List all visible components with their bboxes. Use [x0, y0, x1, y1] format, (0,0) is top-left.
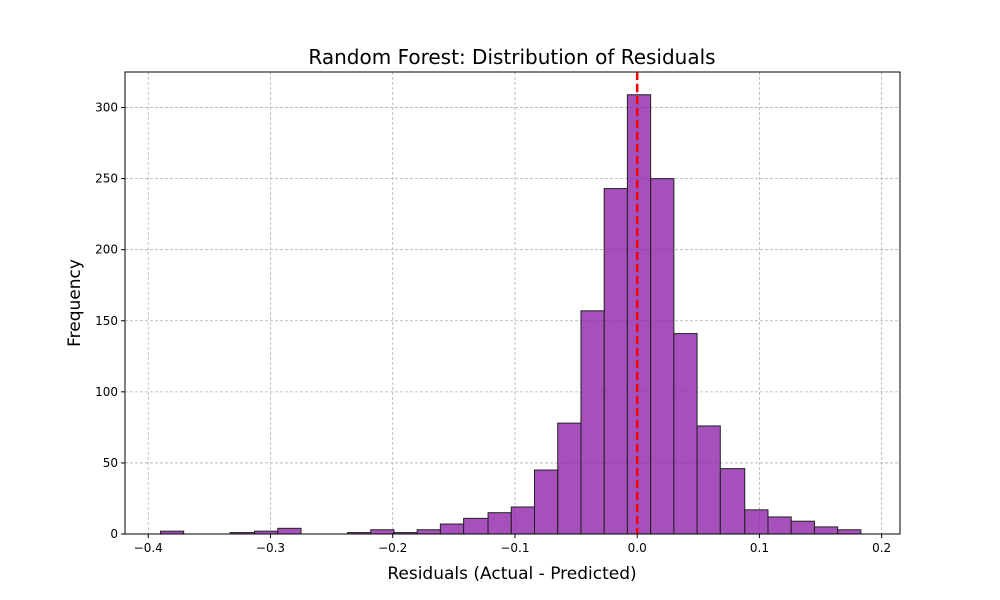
- y-axis-ticks: 0 50 100 150 200 250 300: [95, 101, 125, 541]
- histogram-bar: [463, 517, 489, 535]
- histogram-bar: [626, 94, 652, 535]
- histogram-bar: [744, 509, 769, 535]
- histogram-bar: [719, 468, 746, 535]
- histogram-bar: [603, 188, 628, 535]
- x-tick-label: 0.0: [628, 541, 647, 555]
- y-tick-label: 50: [103, 456, 118, 470]
- histogram-bar: [439, 523, 465, 535]
- y-tick-label: 0: [110, 527, 118, 541]
- histogram-bars: [159, 94, 862, 535]
- histogram-bar: [416, 529, 441, 535]
- x-tick-label: 0.1: [750, 541, 769, 555]
- x-tick-label: −0.3: [256, 541, 285, 555]
- histogram-bar: [534, 469, 559, 535]
- histogram-bar: [650, 178, 675, 535]
- y-axis-label: Frequency: [65, 259, 85, 347]
- x-tick-label: −0.2: [378, 541, 407, 555]
- x-tick-label: −0.4: [134, 541, 163, 555]
- x-tick-label: −0.1: [500, 541, 529, 555]
- chart-title: Random Forest: Distribution of Residuals: [308, 45, 715, 69]
- histogram-bar: [837, 529, 862, 535]
- histogram-bar: [487, 512, 512, 535]
- x-axis-label: Residuals (Actual - Predicted): [387, 564, 636, 584]
- y-tick-label: 300: [95, 101, 118, 115]
- x-tick-label: 0.2: [872, 541, 891, 555]
- histogram-bar: [277, 527, 302, 535]
- y-tick-label: 150: [95, 314, 118, 328]
- histogram-bar: [510, 506, 536, 535]
- y-tick-label: 100: [95, 385, 118, 399]
- histogram-bar: [580, 310, 605, 535]
- histogram-bar: [673, 333, 698, 535]
- plot-frame: [124, 71, 901, 535]
- histogram-bar: [767, 516, 792, 535]
- histogram-bar: [370, 529, 395, 535]
- x-axis-ticks: −0.4 −0.3 −0.2 −0.1 0.0 0.1 0.2: [134, 534, 891, 555]
- y-tick-label: 250: [95, 172, 118, 186]
- histogram-bar: [813, 526, 839, 535]
- histogram-bar: [790, 520, 815, 535]
- histogram-bar: [557, 422, 582, 535]
- y-tick-label: 200: [95, 243, 118, 257]
- histogram-bar: [696, 425, 721, 535]
